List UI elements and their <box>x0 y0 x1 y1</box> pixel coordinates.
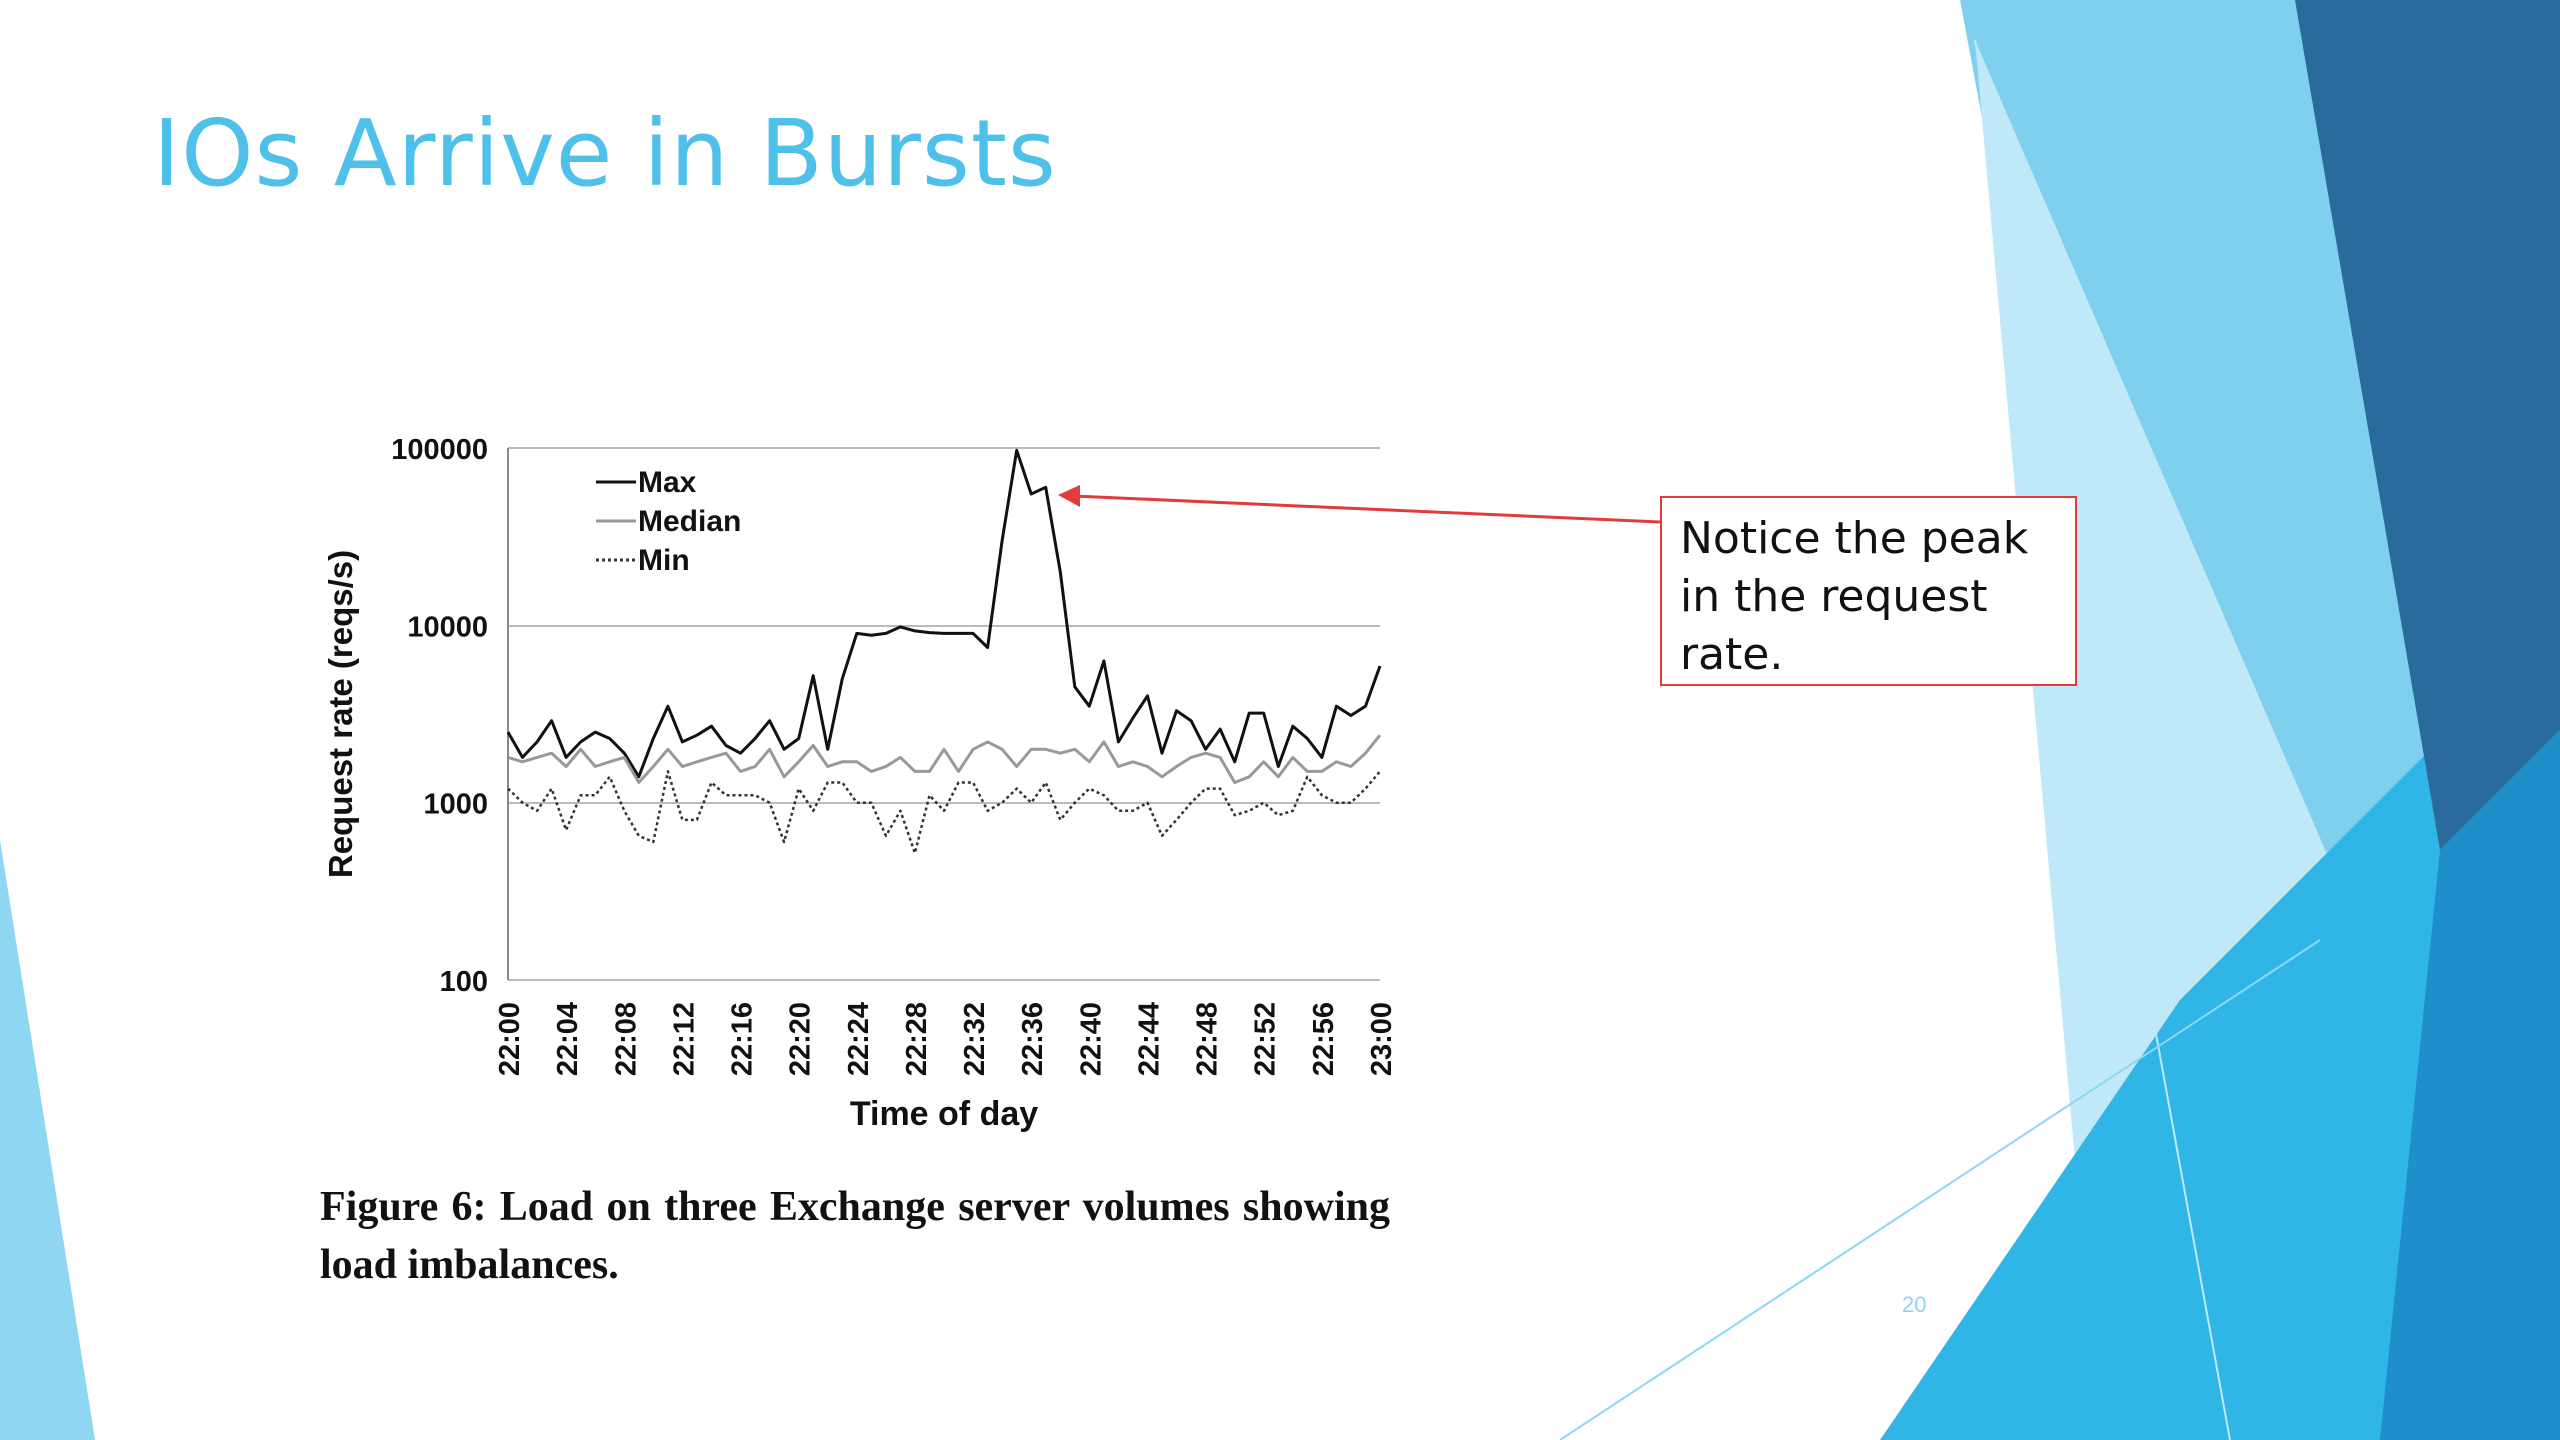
decor-line-a <box>1974 39 2231 1440</box>
y-tick-label: 100 <box>440 966 488 998</box>
x-tick-label: 22:08 <box>610 1002 642 1076</box>
callout-box: Notice the peak in the request rate. <box>1660 496 2077 686</box>
series-min-line <box>507 770 1381 855</box>
legend-label-min: Min <box>638 544 690 577</box>
x-tick-label: 22:52 <box>1250 1002 1282 1076</box>
x-tick-label: 22:44 <box>1133 1002 1165 1076</box>
x-tick-label: 22:00 <box>494 1002 526 1076</box>
page-number: 20 <box>1902 1292 1927 1317</box>
slide-title: IOs Arrive in Bursts <box>153 100 1057 207</box>
x-tick-label: 22:56 <box>1308 1002 1340 1076</box>
x-tick-label: 22:16 <box>727 1002 759 1076</box>
decor-shape-right-dark <box>2295 0 2560 850</box>
x-tick-label: 22:24 <box>843 1002 875 1076</box>
chart-legend: Max Median Min <box>596 466 741 577</box>
series-median-line <box>507 734 1382 784</box>
decor-line-b <box>1559 939 2321 1440</box>
series-max-line <box>506 448 1382 779</box>
y-tick-label: 10000 <box>407 611 488 643</box>
figure-caption: Figure 6: Load on three Exchange server … <box>320 1184 1390 1288</box>
y-gridlines <box>508 447 1380 981</box>
x-tick-label: 22:40 <box>1075 1002 1107 1076</box>
legend-label-median: Median <box>638 505 741 538</box>
x-tick-label: 22:04 <box>552 1002 584 1076</box>
decor-shape-right-blue <box>2380 730 2560 1440</box>
x-tick-label: 22:36 <box>1017 1002 1049 1076</box>
x-tick-label: 22:32 <box>959 1002 991 1076</box>
y-tick-label: 100000 <box>391 434 488 466</box>
y-tick-labels: 100000 10000 1000 100 <box>391 434 488 998</box>
x-axis-label: Time of day <box>850 1095 1038 1133</box>
decor-shape-left <box>0 840 95 1440</box>
x-tick-label: 22:12 <box>668 1002 700 1076</box>
x-tick-label: 23:00 <box>1366 1002 1398 1076</box>
y-axis-label: Request rate (reqs/s) <box>322 550 359 878</box>
callout-text: Notice the peak in the request rate. <box>1680 513 2029 680</box>
x-tick-label: 22:28 <box>901 1002 933 1076</box>
x-tick-label: 22:48 <box>1192 1002 1224 1076</box>
x-tick-label: 22:20 <box>785 1002 817 1076</box>
legend-label-max: Max <box>638 466 697 499</box>
decor-shape-right-mid <box>1880 620 2560 1440</box>
series-lines <box>506 448 1382 855</box>
x-tick-labels: 22:00 22:04 22:08 22:12 22:16 22:20 22:24 22:28… <box>494 1002 1398 1076</box>
y-tick-label: 1000 <box>423 789 488 821</box>
